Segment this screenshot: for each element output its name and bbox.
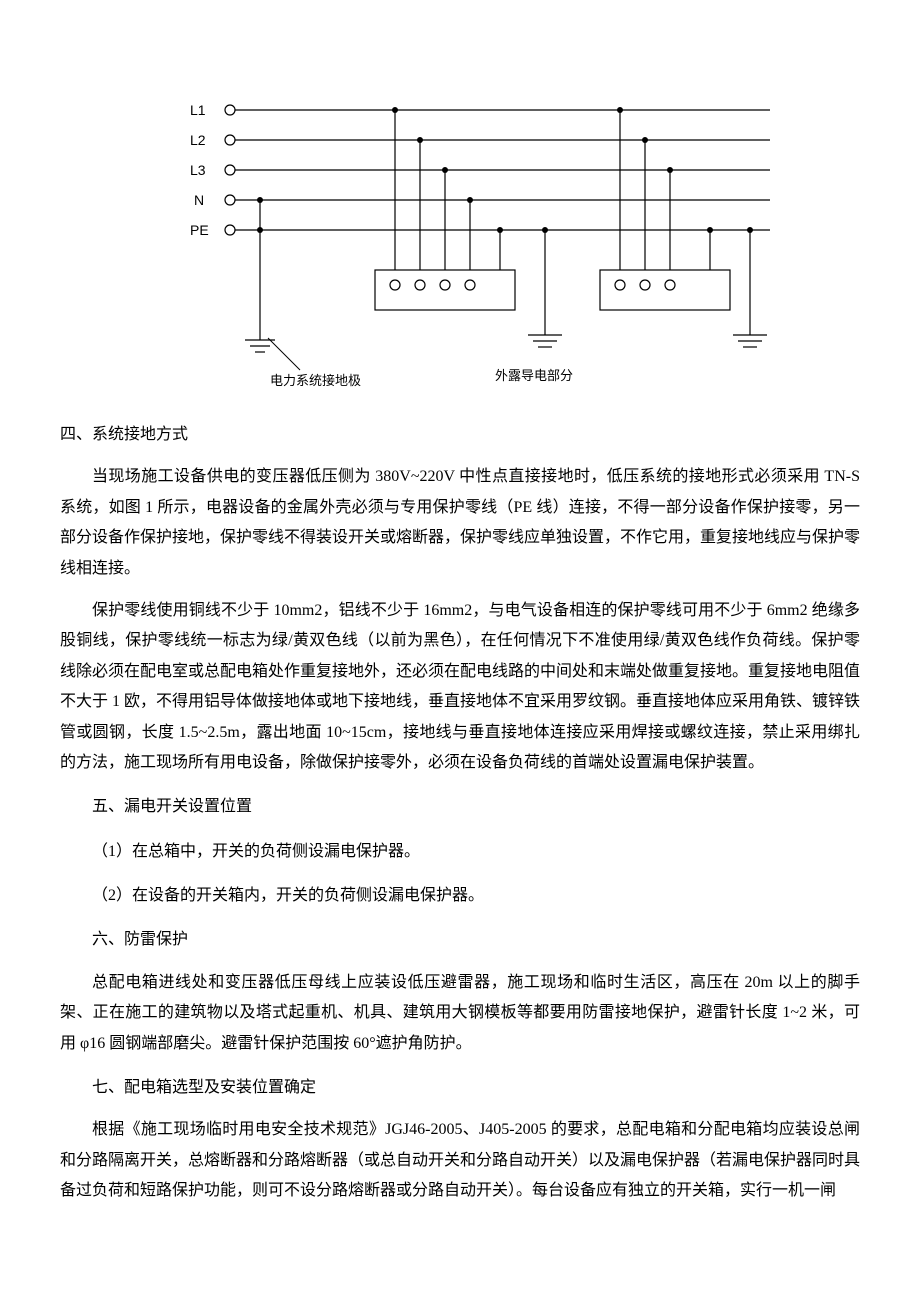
wire-label-pe: PE bbox=[190, 222, 209, 238]
heading-4: 四、系统接地方式 bbox=[60, 420, 860, 450]
para-6: 总配电箱进线处和变压器低压母线上应装设低压避雷器，施工现场和临时生活区，高压在 … bbox=[60, 968, 860, 1059]
wire-label-l2: L2 bbox=[190, 132, 206, 148]
para-4a: 当现场施工设备供电的变压器低压侧为 380V~220V 中性点直接接地时，低压系… bbox=[60, 462, 860, 584]
heading-6: 六、防雷保护 bbox=[60, 925, 860, 955]
heading-5: 五、漏电开关设置位置 bbox=[60, 792, 860, 822]
para-5a: （1）在总箱中，开关的负荷侧设漏电保护器。 bbox=[60, 837, 860, 867]
diagram-label-ground-pole: 电力系统接地极 bbox=[270, 373, 361, 388]
diagram-label-exposed-part: 外露导电部分 bbox=[495, 368, 573, 383]
tns-system-diagram: L1 L2 L3 N PE bbox=[150, 80, 790, 400]
wire-label-n: N bbox=[194, 192, 204, 208]
wire-label-l3: L3 bbox=[190, 162, 206, 178]
para-4b: 保护零线使用铜线不少于 10mm2，铝线不少于 16mm2，与电气设备相连的保护… bbox=[60, 596, 860, 778]
wire-label-l1: L1 bbox=[190, 102, 206, 118]
para-5b: （2）在设备的开关箱内，开关的负荷侧设漏电保护器。 bbox=[60, 881, 860, 911]
para-7: 根据《施工现场临时用电安全技术规范》JGJ46-2005、J405-2005 的… bbox=[60, 1115, 860, 1206]
heading-7: 七、配电箱选型及安装位置确定 bbox=[60, 1073, 860, 1103]
